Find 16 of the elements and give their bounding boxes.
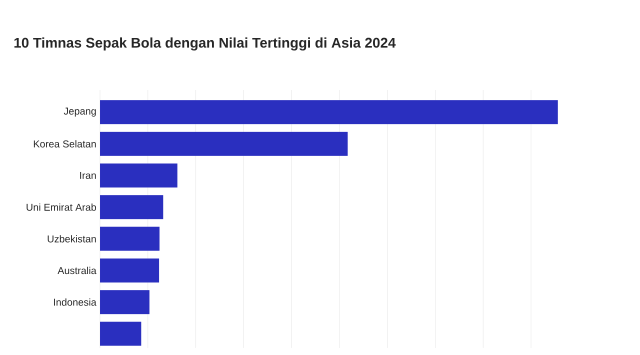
y-tick-label: Iran <box>80 172 96 180</box>
bar <box>100 226 160 251</box>
bar <box>100 195 164 220</box>
bar <box>100 164 178 188</box>
y-tick-label: Jepang <box>64 108 96 117</box>
y-tick-label: Indonesia <box>54 298 96 306</box>
bar <box>100 322 142 346</box>
chart-title: 10 Timnas Sepak Bola dengan Nilai Tertinggi di Asia 2024 <box>14 38 396 51</box>
y-tick-label: Uni Emirat Arab <box>26 204 96 211</box>
bar <box>100 132 348 156</box>
y-tick-label: Korea Selatan <box>34 140 96 148</box>
y-tick-label: Australia <box>58 266 96 274</box>
bar <box>100 258 160 283</box>
y-tick-label: Uzbekistan <box>48 235 96 243</box>
bar <box>100 290 150 314</box>
bar <box>100 100 558 124</box>
